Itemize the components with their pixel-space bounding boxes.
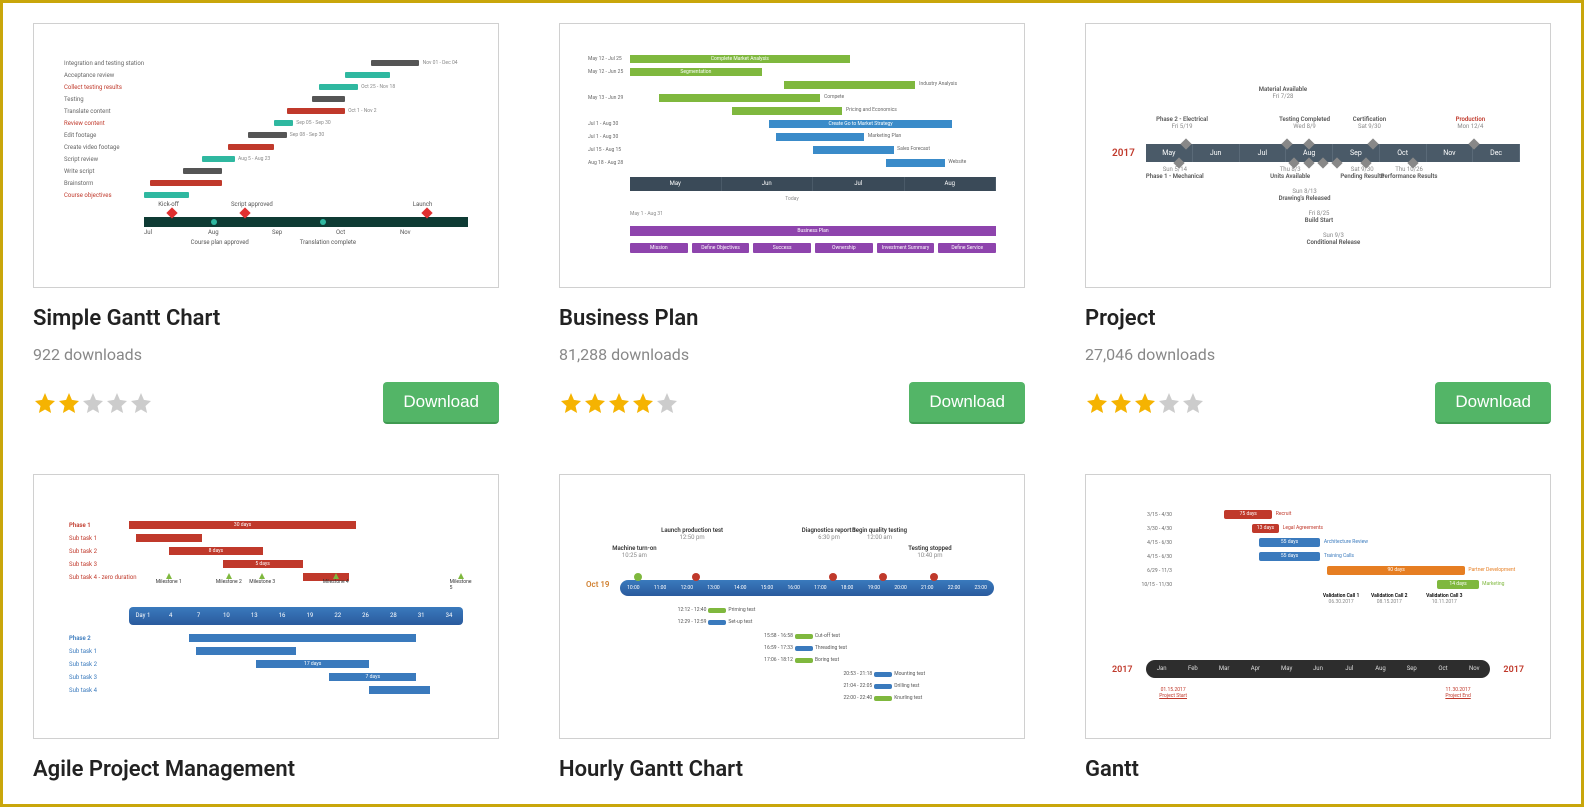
thumbnail-agile[interactable]: Phase 130 daysSub task 1Sub task 28 days… bbox=[33, 474, 499, 739]
template-grid: Integration and testing stationNov 01 - … bbox=[33, 23, 1551, 782]
template-card: Integration and testing stationNov 01 - … bbox=[33, 23, 499, 424]
star-icon bbox=[33, 391, 57, 415]
thumbnail-hourly[interactable]: Oct 1910:0011:0012:0013:0014:0015:0016:0… bbox=[559, 474, 1025, 739]
star-icon bbox=[631, 391, 655, 415]
card-downloads: 81,288 downloads bbox=[559, 345, 1025, 364]
star-icon bbox=[655, 391, 679, 415]
rating-stars bbox=[1085, 391, 1205, 415]
star-icon bbox=[1085, 391, 1109, 415]
thumbnail-project[interactable]: 2017MayJunJulAugSepOctNovDecPhase 2 - El… bbox=[1085, 23, 1551, 288]
card-title: Hourly Gantt Chart bbox=[559, 757, 1025, 782]
template-card: 3/15 - 4/3075 daysRecruit3/30 - 4/3013 d… bbox=[1085, 474, 1551, 782]
thumbnail-gantt[interactable]: 3/15 - 4/3075 daysRecruit3/30 - 4/3013 d… bbox=[1085, 474, 1551, 739]
thumbnail-simple-gantt[interactable]: Integration and testing stationNov 01 - … bbox=[33, 23, 499, 288]
card-downloads: 922 downloads bbox=[33, 345, 499, 364]
star-icon bbox=[129, 391, 153, 415]
card-title: Agile Project Management bbox=[33, 757, 499, 782]
star-icon bbox=[1109, 391, 1133, 415]
star-icon bbox=[81, 391, 105, 415]
card-title: Simple Gantt Chart bbox=[33, 306, 499, 331]
template-card: Phase 130 daysSub task 1Sub task 28 days… bbox=[33, 474, 499, 782]
star-icon bbox=[105, 391, 129, 415]
template-card: 2017MayJunJulAugSepOctNovDecPhase 2 - El… bbox=[1085, 23, 1551, 424]
template-card: Oct 1910:0011:0012:0013:0014:0015:0016:0… bbox=[559, 474, 1025, 782]
star-icon bbox=[607, 391, 631, 415]
download-button[interactable]: Download bbox=[1435, 382, 1551, 424]
rating-stars bbox=[559, 391, 679, 415]
star-icon bbox=[583, 391, 607, 415]
star-icon bbox=[1181, 391, 1205, 415]
star-icon bbox=[559, 391, 583, 415]
card-title: Business Plan bbox=[559, 306, 1025, 331]
card-title: Project bbox=[1085, 306, 1551, 331]
rating-stars bbox=[33, 391, 153, 415]
download-button[interactable]: Download bbox=[383, 382, 499, 424]
star-icon bbox=[1157, 391, 1181, 415]
template-card: May 12 - Jul 25Complete Market AnalysisM… bbox=[559, 23, 1025, 424]
star-icon bbox=[1133, 391, 1157, 415]
star-icon bbox=[57, 391, 81, 415]
card-downloads: 27,046 downloads bbox=[1085, 345, 1551, 364]
thumbnail-business-plan[interactable]: May 12 - Jul 25Complete Market AnalysisM… bbox=[559, 23, 1025, 288]
download-button[interactable]: Download bbox=[909, 382, 1025, 424]
card-title: Gantt bbox=[1085, 757, 1551, 782]
